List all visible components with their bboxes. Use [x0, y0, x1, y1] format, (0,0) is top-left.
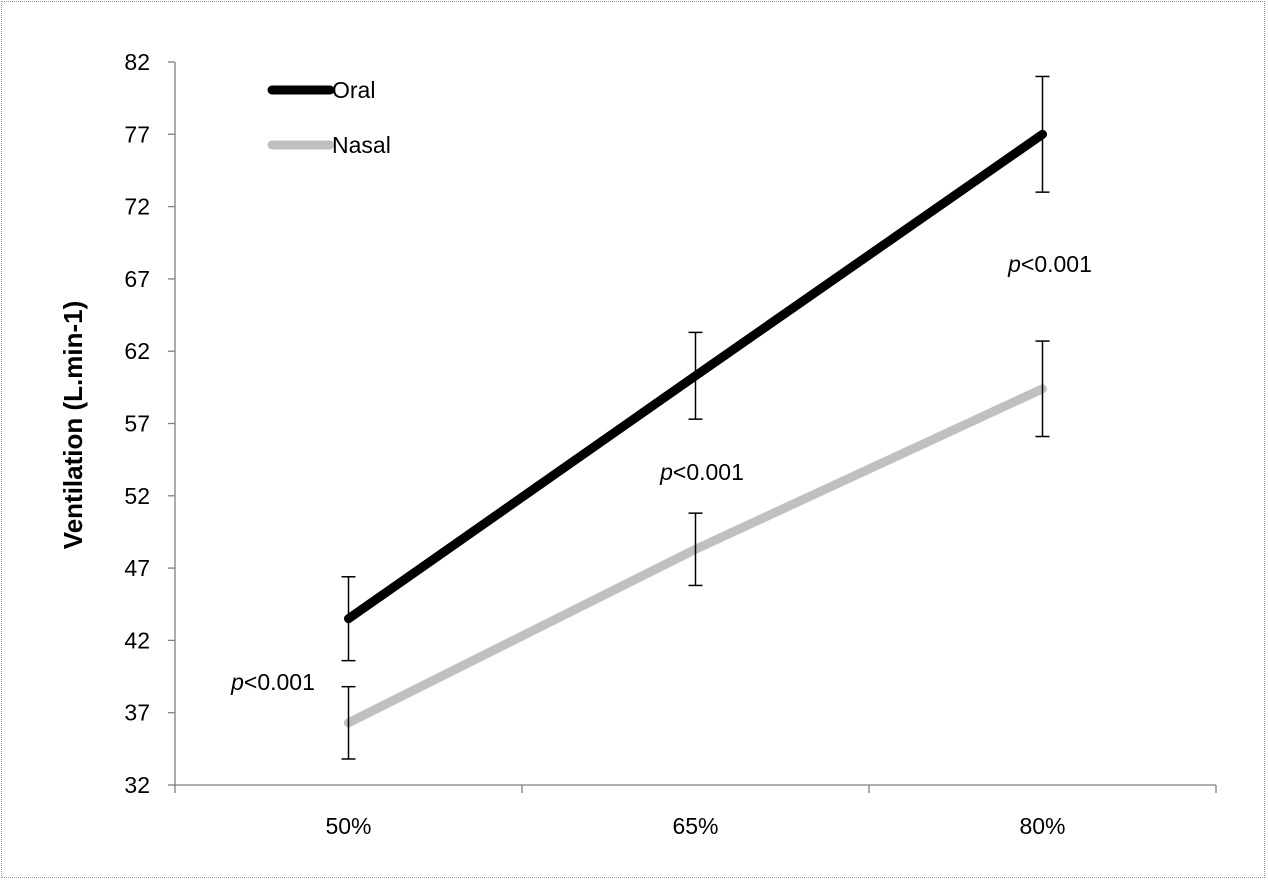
x-tick-labels: 50% 65% 80% — [325, 813, 1065, 839]
error-bars — [341, 75, 1050, 760]
y-tick-label: 62 — [124, 338, 150, 364]
error-bar — [1035, 75, 1050, 193]
error-bar — [341, 576, 356, 662]
legend-label-oral: Oral — [332, 77, 375, 103]
y-tick-label: 67 — [124, 266, 150, 292]
y-tick-label: 72 — [124, 194, 150, 220]
y-tick-label: 52 — [124, 483, 150, 509]
y-tick-labels: 32 37 42 47 52 57 62 67 72 77 82 — [124, 49, 150, 798]
y-tick-label: 42 — [124, 627, 150, 653]
y-tick-label: 57 — [124, 411, 150, 437]
error-bar — [1035, 340, 1050, 438]
x-tick-label: 65% — [672, 813, 718, 839]
y-axis-label: Ventilation (L.min-1) — [58, 301, 88, 549]
axes — [168, 61, 1217, 793]
y-tick-label: 37 — [124, 700, 150, 726]
y-tick-label: 77 — [124, 121, 150, 147]
y-tick-label: 32 — [124, 772, 150, 798]
y-tick-label: 82 — [124, 49, 150, 75]
p-value-annotation: p<0.001 — [1007, 251, 1092, 277]
y-tick-label: 47 — [124, 555, 150, 581]
legend: Oral Nasal — [267, 77, 391, 158]
p-value-annotation: p<0.001 — [230, 669, 315, 695]
p-value-annotation: p<0.001 — [659, 459, 744, 485]
x-tick-label: 80% — [1019, 813, 1065, 839]
error-bar — [688, 331, 703, 420]
error-bar — [341, 685, 356, 760]
series-layer — [344, 129, 1047, 728]
annotations: p<0.001 p<0.001 p<0.001 — [230, 251, 1092, 695]
error-bar — [688, 512, 703, 587]
x-tick-label: 50% — [325, 813, 371, 839]
legend-label-nasal: Nasal — [332, 132, 391, 158]
